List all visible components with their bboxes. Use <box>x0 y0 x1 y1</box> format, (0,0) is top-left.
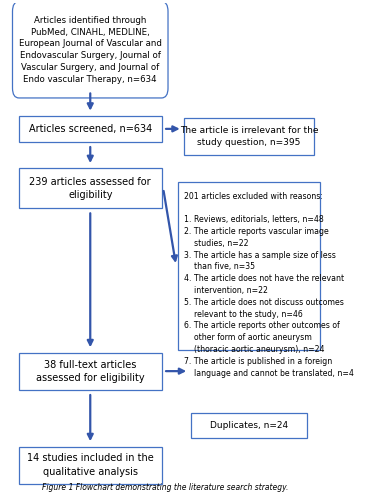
Text: 14 studies included in the
qualitative analysis: 14 studies included in the qualitative a… <box>27 454 154 476</box>
FancyBboxPatch shape <box>19 352 161 390</box>
FancyBboxPatch shape <box>178 182 320 350</box>
Text: The article is irrelevant for the
study question, n=395: The article is irrelevant for the study … <box>180 126 318 146</box>
FancyBboxPatch shape <box>13 2 168 98</box>
Text: Duplicates, n=24: Duplicates, n=24 <box>210 421 288 430</box>
Text: Articles identified through
PubMed, CINAHL, MEDLINE,
European Journal of Vascula: Articles identified through PubMed, CINA… <box>19 16 162 84</box>
Text: 239 articles assessed for
eligibility: 239 articles assessed for eligibility <box>29 176 151 200</box>
FancyBboxPatch shape <box>19 116 161 141</box>
FancyBboxPatch shape <box>184 118 314 155</box>
FancyBboxPatch shape <box>19 446 161 484</box>
Text: Figure 1 Flowchart demonstrating the literature search strategy.: Figure 1 Flowchart demonstrating the lit… <box>42 484 288 492</box>
FancyBboxPatch shape <box>191 413 307 438</box>
Text: 201 articles excluded with reasons:

1. Reviews, editorials, letters, n=48
2. Th: 201 articles excluded with reasons: 1. R… <box>183 192 353 378</box>
FancyBboxPatch shape <box>19 168 161 208</box>
Text: 38 full-text articles
assessed for eligibility: 38 full-text articles assessed for eligi… <box>36 360 145 382</box>
Text: Articles screened, n=634: Articles screened, n=634 <box>29 124 152 134</box>
